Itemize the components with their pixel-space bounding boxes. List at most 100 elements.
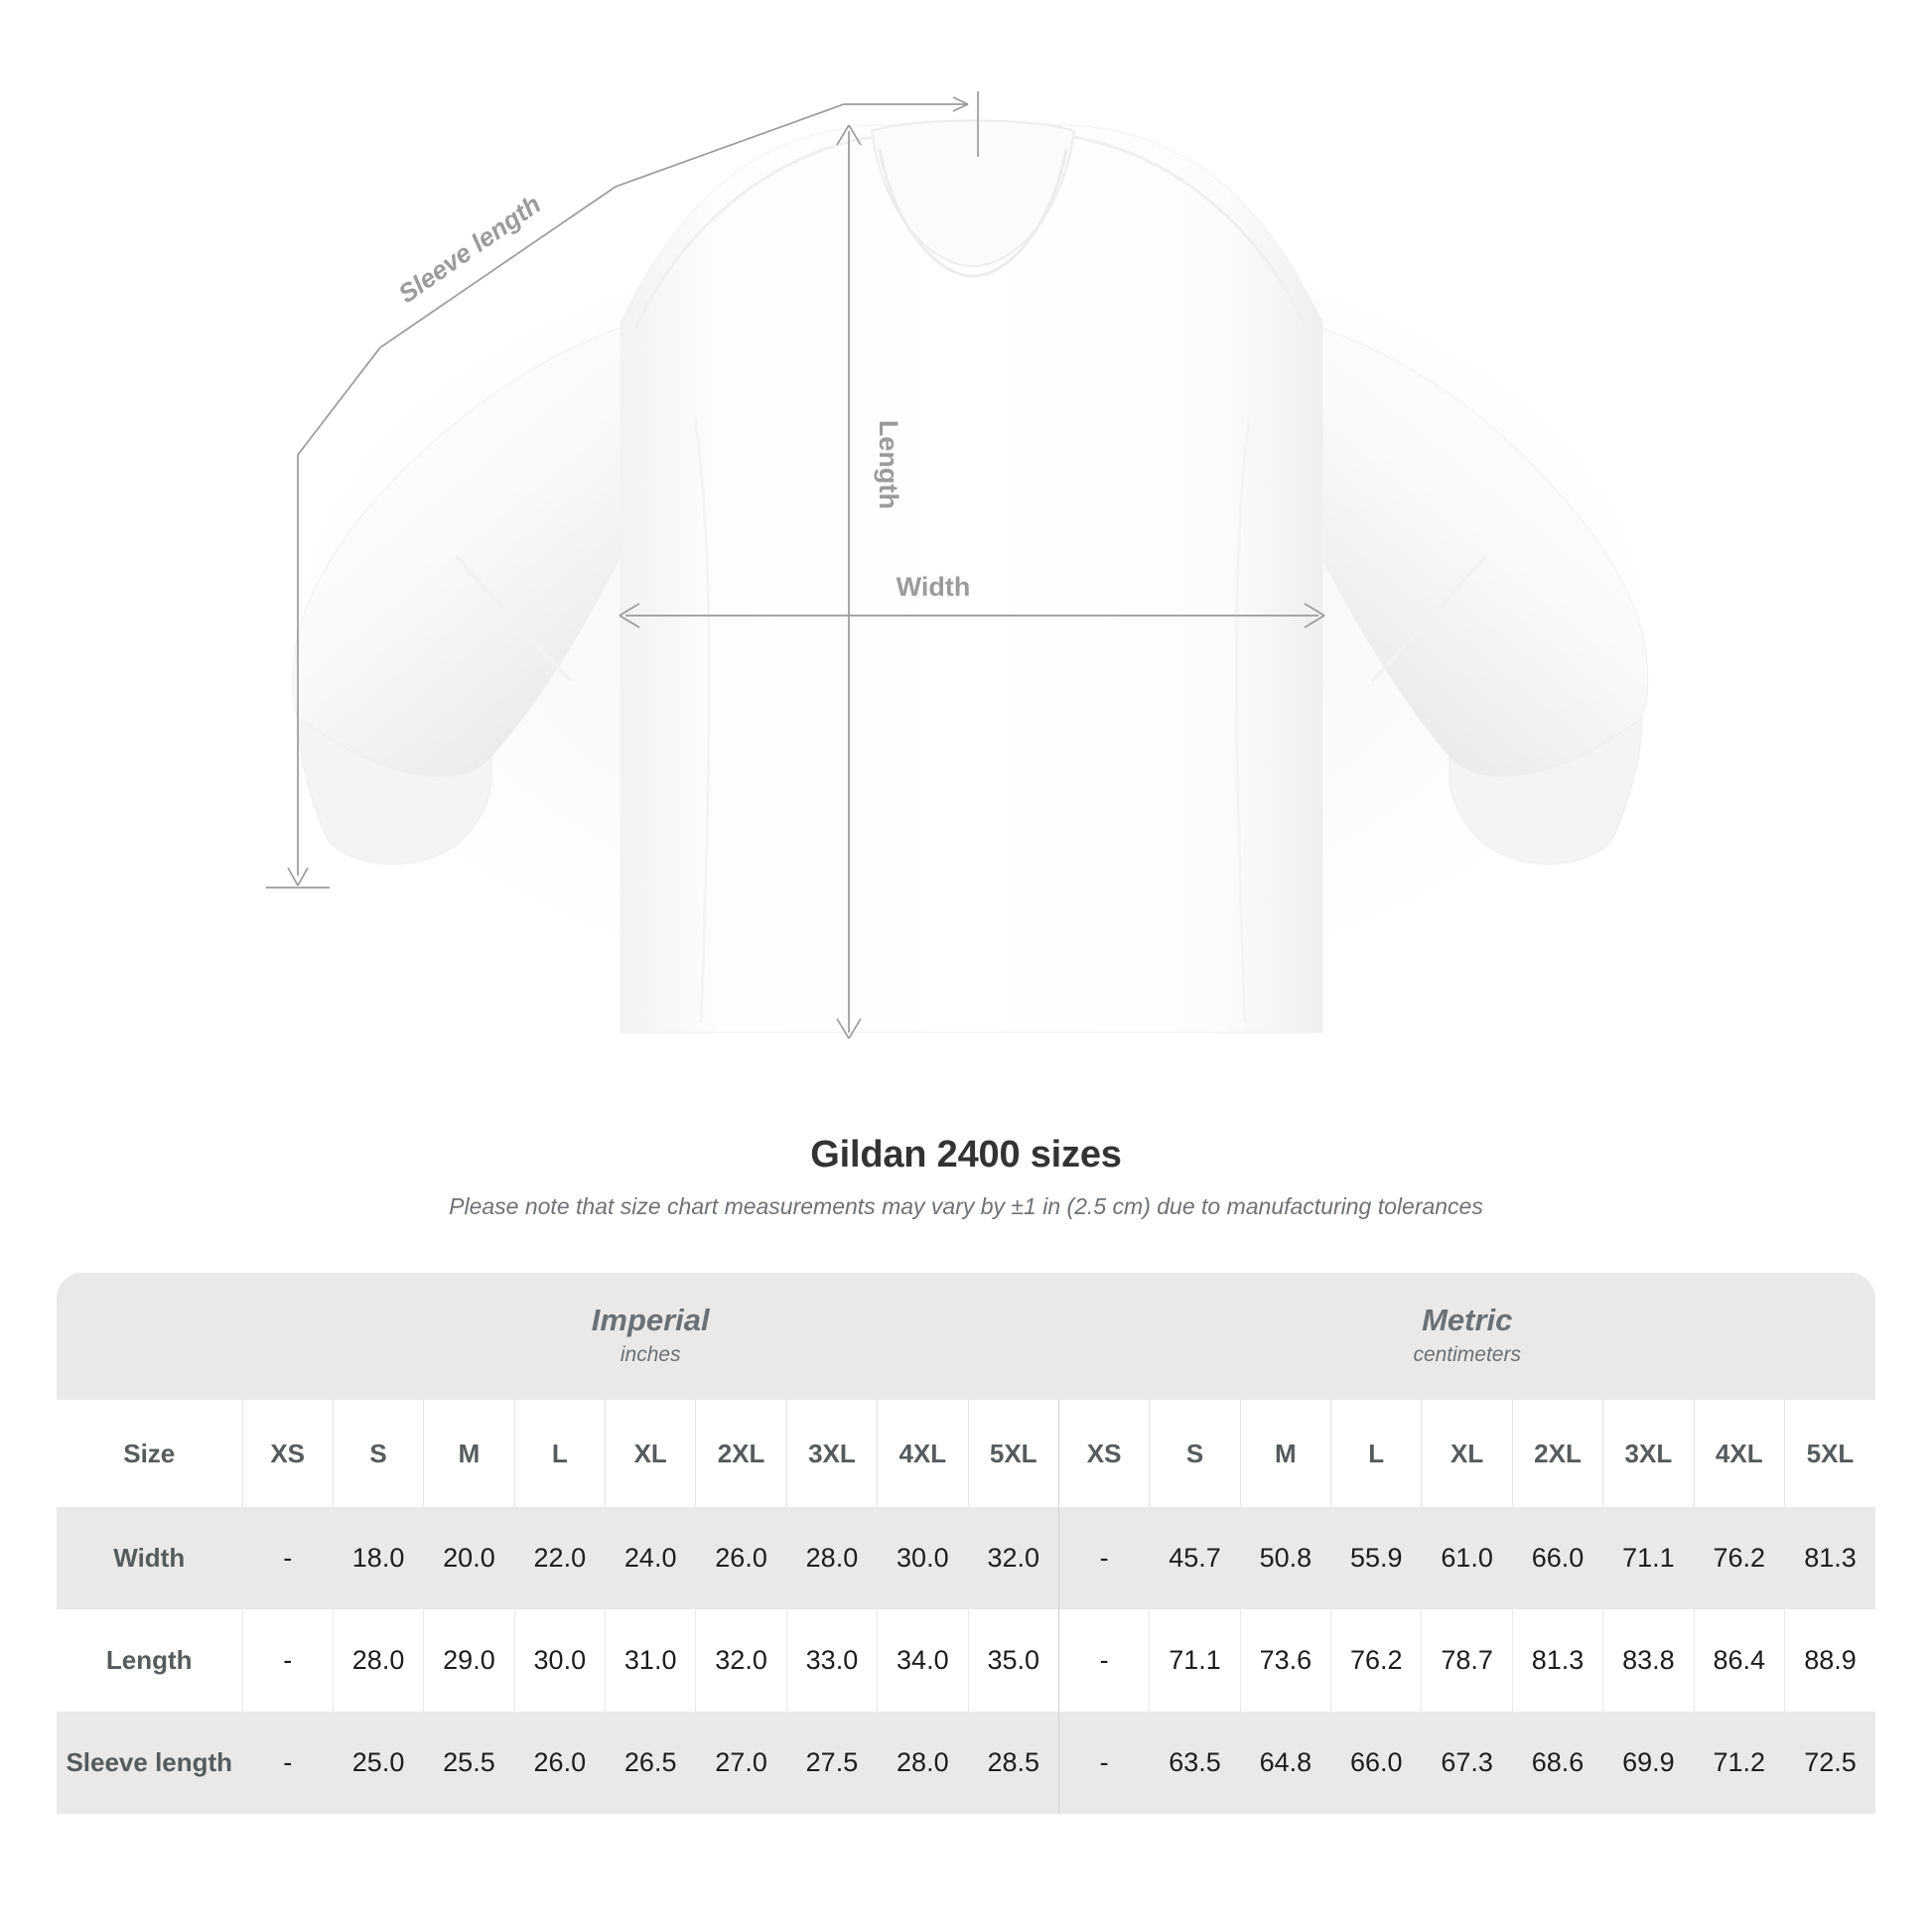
cell-sleeve-length-imperial: 28.5 xyxy=(967,1712,1059,1814)
size-header-imperial-xs: XS xyxy=(241,1400,334,1507)
cell-width-imperial: 30.0 xyxy=(877,1507,968,1609)
cell-width-imperial: 20.0 xyxy=(423,1507,515,1609)
cell-sleeve-length-metric: 72.5 xyxy=(1783,1712,1875,1814)
cell-length-imperial: 33.0 xyxy=(785,1609,878,1712)
right-cuff xyxy=(1449,718,1643,865)
unit-group-subtitle: inches xyxy=(620,1343,681,1367)
left-cuff xyxy=(297,718,492,865)
width-label: Width xyxy=(897,572,971,602)
cell-sleeve-length-imperial: 26.0 xyxy=(513,1712,606,1814)
measurement-label-sleeve-length: Sleeve length xyxy=(57,1712,242,1814)
cell-width-metric: 45.7 xyxy=(1149,1507,1241,1609)
size-header-metric-xs: XS xyxy=(1057,1400,1150,1507)
cell-width-imperial: 18.0 xyxy=(332,1507,424,1609)
sleeve-length-arrow-bottom xyxy=(287,867,309,887)
unit-group-name: Imperial xyxy=(591,1303,710,1338)
cell-width-metric: 50.8 xyxy=(1239,1507,1331,1609)
cell-length-metric: 86.4 xyxy=(1693,1609,1785,1712)
unit-group-name: Metric xyxy=(1422,1303,1513,1338)
cell-sleeve-length-metric: 64.8 xyxy=(1239,1712,1331,1814)
cell-length-metric: 73.6 xyxy=(1239,1609,1331,1712)
cell-length-metric: 71.1 xyxy=(1149,1609,1241,1712)
right-sleeve xyxy=(1319,327,1649,777)
garment-diagram-svg: Sleeve length Length Width xyxy=(218,91,1727,1042)
unit-group-subtitle: centimeters xyxy=(1413,1343,1521,1367)
cell-sleeve-length-imperial: - xyxy=(241,1712,334,1814)
cell-width-imperial: 28.0 xyxy=(785,1507,878,1609)
size-header-metric-l: L xyxy=(1330,1400,1422,1507)
unit-group-header-row: Imperial inches Metric centimeters xyxy=(57,1273,1875,1400)
width-arrow-right xyxy=(1304,603,1325,628)
cell-width-metric: 66.0 xyxy=(1511,1507,1603,1609)
unit-header-spacer xyxy=(57,1273,242,1400)
cell-sleeve-length-metric: 66.0 xyxy=(1330,1712,1422,1814)
table-row: Sleeve length -25.0 25.5 26.0 26.5 27.0 27.5 28… xyxy=(57,1712,1875,1814)
cell-sleeve-length-imperial: 26.5 xyxy=(604,1712,696,1814)
cell-width-imperial: 24.0 xyxy=(604,1507,696,1609)
size-column-header: Size xyxy=(57,1400,242,1507)
cell-sleeve-length-metric: 67.3 xyxy=(1421,1712,1513,1814)
cell-sleeve-length-imperial: 25.0 xyxy=(332,1712,424,1814)
cell-length-metric: 81.3 xyxy=(1511,1609,1603,1712)
cell-width-metric: 81.3 xyxy=(1783,1507,1875,1609)
shirt-torso xyxy=(620,124,1323,1034)
unit-group-metric: Metric centimeters xyxy=(1058,1273,1875,1400)
measurement-label-width: Width xyxy=(57,1507,242,1609)
left-sleeve xyxy=(292,327,621,777)
sleeve-length-guide xyxy=(297,103,968,876)
measurement-label-length: Length xyxy=(57,1609,242,1712)
table-row: Length -28.0 29.0 30.0 31.0 32.0 33.0 34.0 35.0-… xyxy=(57,1609,1875,1712)
cell-sleeve-length-metric: 68.6 xyxy=(1511,1712,1603,1814)
size-header-metric-3xl: 3XL xyxy=(1602,1400,1695,1507)
cell-sleeve-length-metric: 63.5 xyxy=(1149,1712,1241,1814)
cell-length-metric: - xyxy=(1057,1609,1150,1712)
collar-inner xyxy=(878,148,1068,278)
cell-width-imperial: 26.0 xyxy=(695,1507,787,1609)
width-arrow-left xyxy=(619,603,640,628)
cell-length-imperial: - xyxy=(241,1609,334,1712)
size-header-imperial-2xl: 2XL xyxy=(695,1400,787,1507)
cell-length-imperial: 32.0 xyxy=(695,1609,787,1712)
sleeve-length-arrow-top xyxy=(952,96,969,112)
size-header-imperial-5xl: 5XL xyxy=(967,1400,1059,1507)
cell-length-metric: 88.9 xyxy=(1783,1609,1875,1712)
cell-width-metric: 61.0 xyxy=(1421,1507,1513,1609)
sleeve-fold-left xyxy=(455,554,573,683)
cell-length-imperial: 34.0 xyxy=(877,1609,968,1712)
cell-length-metric: 78.7 xyxy=(1421,1609,1513,1712)
length-arrow-top xyxy=(836,124,862,146)
page-title: Gildan 2400 sizes xyxy=(810,1134,1122,1175)
cell-width-imperial: 22.0 xyxy=(513,1507,606,1609)
cell-width-metric: 76.2 xyxy=(1693,1507,1785,1609)
cell-sleeve-length-imperial: 27.5 xyxy=(785,1712,878,1814)
cell-length-imperial: 35.0 xyxy=(967,1609,1059,1712)
right-shoulder-seam xyxy=(1071,135,1309,329)
cell-sleeve-length-imperial: 28.0 xyxy=(877,1712,968,1814)
size-header-imperial-l: L xyxy=(513,1400,606,1507)
size-header-imperial-4xl: 4XL xyxy=(877,1400,968,1507)
cell-width-imperial: - xyxy=(241,1507,334,1609)
cell-length-metric: 76.2 xyxy=(1330,1609,1422,1712)
fold-left xyxy=(693,416,711,1024)
size-header-row: Size XS S M L XL 2XL 3XL 4XL 5XL XS S M L XL 2XL 3XL 4XL 5… xyxy=(57,1400,1875,1507)
length-label: Length xyxy=(874,420,903,509)
cell-width-metric: 55.9 xyxy=(1330,1507,1422,1609)
size-header-imperial-3xl: 3XL xyxy=(785,1400,878,1507)
garment-illustration: Sleeve length Length Width xyxy=(218,91,1727,1042)
cell-width-imperial: 32.0 xyxy=(967,1507,1059,1609)
size-chart-table: Imperial inches Metric centimeters Size XS S M L… xyxy=(57,1273,1875,1814)
cell-sleeve-length-metric: - xyxy=(1057,1712,1150,1814)
cell-length-imperial: 29.0 xyxy=(423,1609,515,1712)
size-header-imperial-m: M xyxy=(423,1400,515,1507)
cell-width-metric: - xyxy=(1057,1507,1150,1609)
cell-width-metric: 71.1 xyxy=(1602,1507,1695,1609)
fold-right xyxy=(1235,416,1251,1024)
left-shoulder-seam xyxy=(633,135,875,329)
length-arrow-bottom xyxy=(836,1018,862,1039)
size-chart-table-container: Imperial inches Metric centimeters Size XS S M L… xyxy=(57,1273,1875,1814)
size-header-metric-5xl: 5XL xyxy=(1783,1400,1875,1507)
measurement-guides xyxy=(266,91,1325,1039)
cell-sleeve-length-metric: 69.9 xyxy=(1602,1712,1695,1814)
cell-sleeve-length-metric: 71.2 xyxy=(1693,1712,1785,1814)
shirt-body xyxy=(292,119,1649,1034)
